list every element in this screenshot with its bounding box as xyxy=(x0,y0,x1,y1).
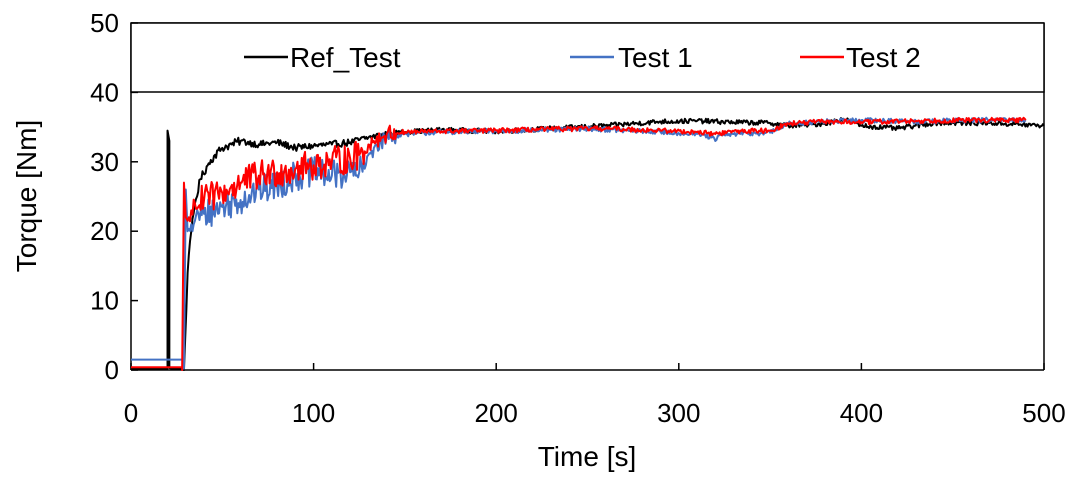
series-layer xyxy=(131,116,1045,371)
legend-label: Ref_Test xyxy=(290,42,401,73)
x-axis-ticks: 0 100 200 300 400 500 xyxy=(124,363,1066,428)
series-line-3 xyxy=(131,116,1027,371)
legend-items: Ref_Test Test 1 Test 2 xyxy=(244,42,921,73)
y-tick-label: 0 xyxy=(105,355,119,385)
x-tick-label: 300 xyxy=(657,398,700,428)
series-line-2 xyxy=(131,116,1027,370)
y-axis-ticks: 0 10 20 30 40 50 xyxy=(90,8,138,385)
y-tick-label: 10 xyxy=(90,286,119,316)
x-tick-label: 0 xyxy=(124,398,138,428)
legend-label: Test 1 xyxy=(618,42,693,73)
x-axis-title: Time [s] xyxy=(538,441,637,472)
x-tick-label: 100 xyxy=(292,398,335,428)
x-tick-label: 400 xyxy=(840,398,883,428)
y-tick-label: 20 xyxy=(90,216,119,246)
y-tick-label: 40 xyxy=(90,77,119,107)
y-tick-label: 30 xyxy=(90,147,119,177)
y-tick-label: 50 xyxy=(90,8,119,38)
x-tick-label: 200 xyxy=(475,398,518,428)
legend-label: Test 2 xyxy=(846,42,921,73)
y-axis-title: Torque [Nm] xyxy=(11,120,42,273)
x-tick-label: 500 xyxy=(1022,398,1065,428)
